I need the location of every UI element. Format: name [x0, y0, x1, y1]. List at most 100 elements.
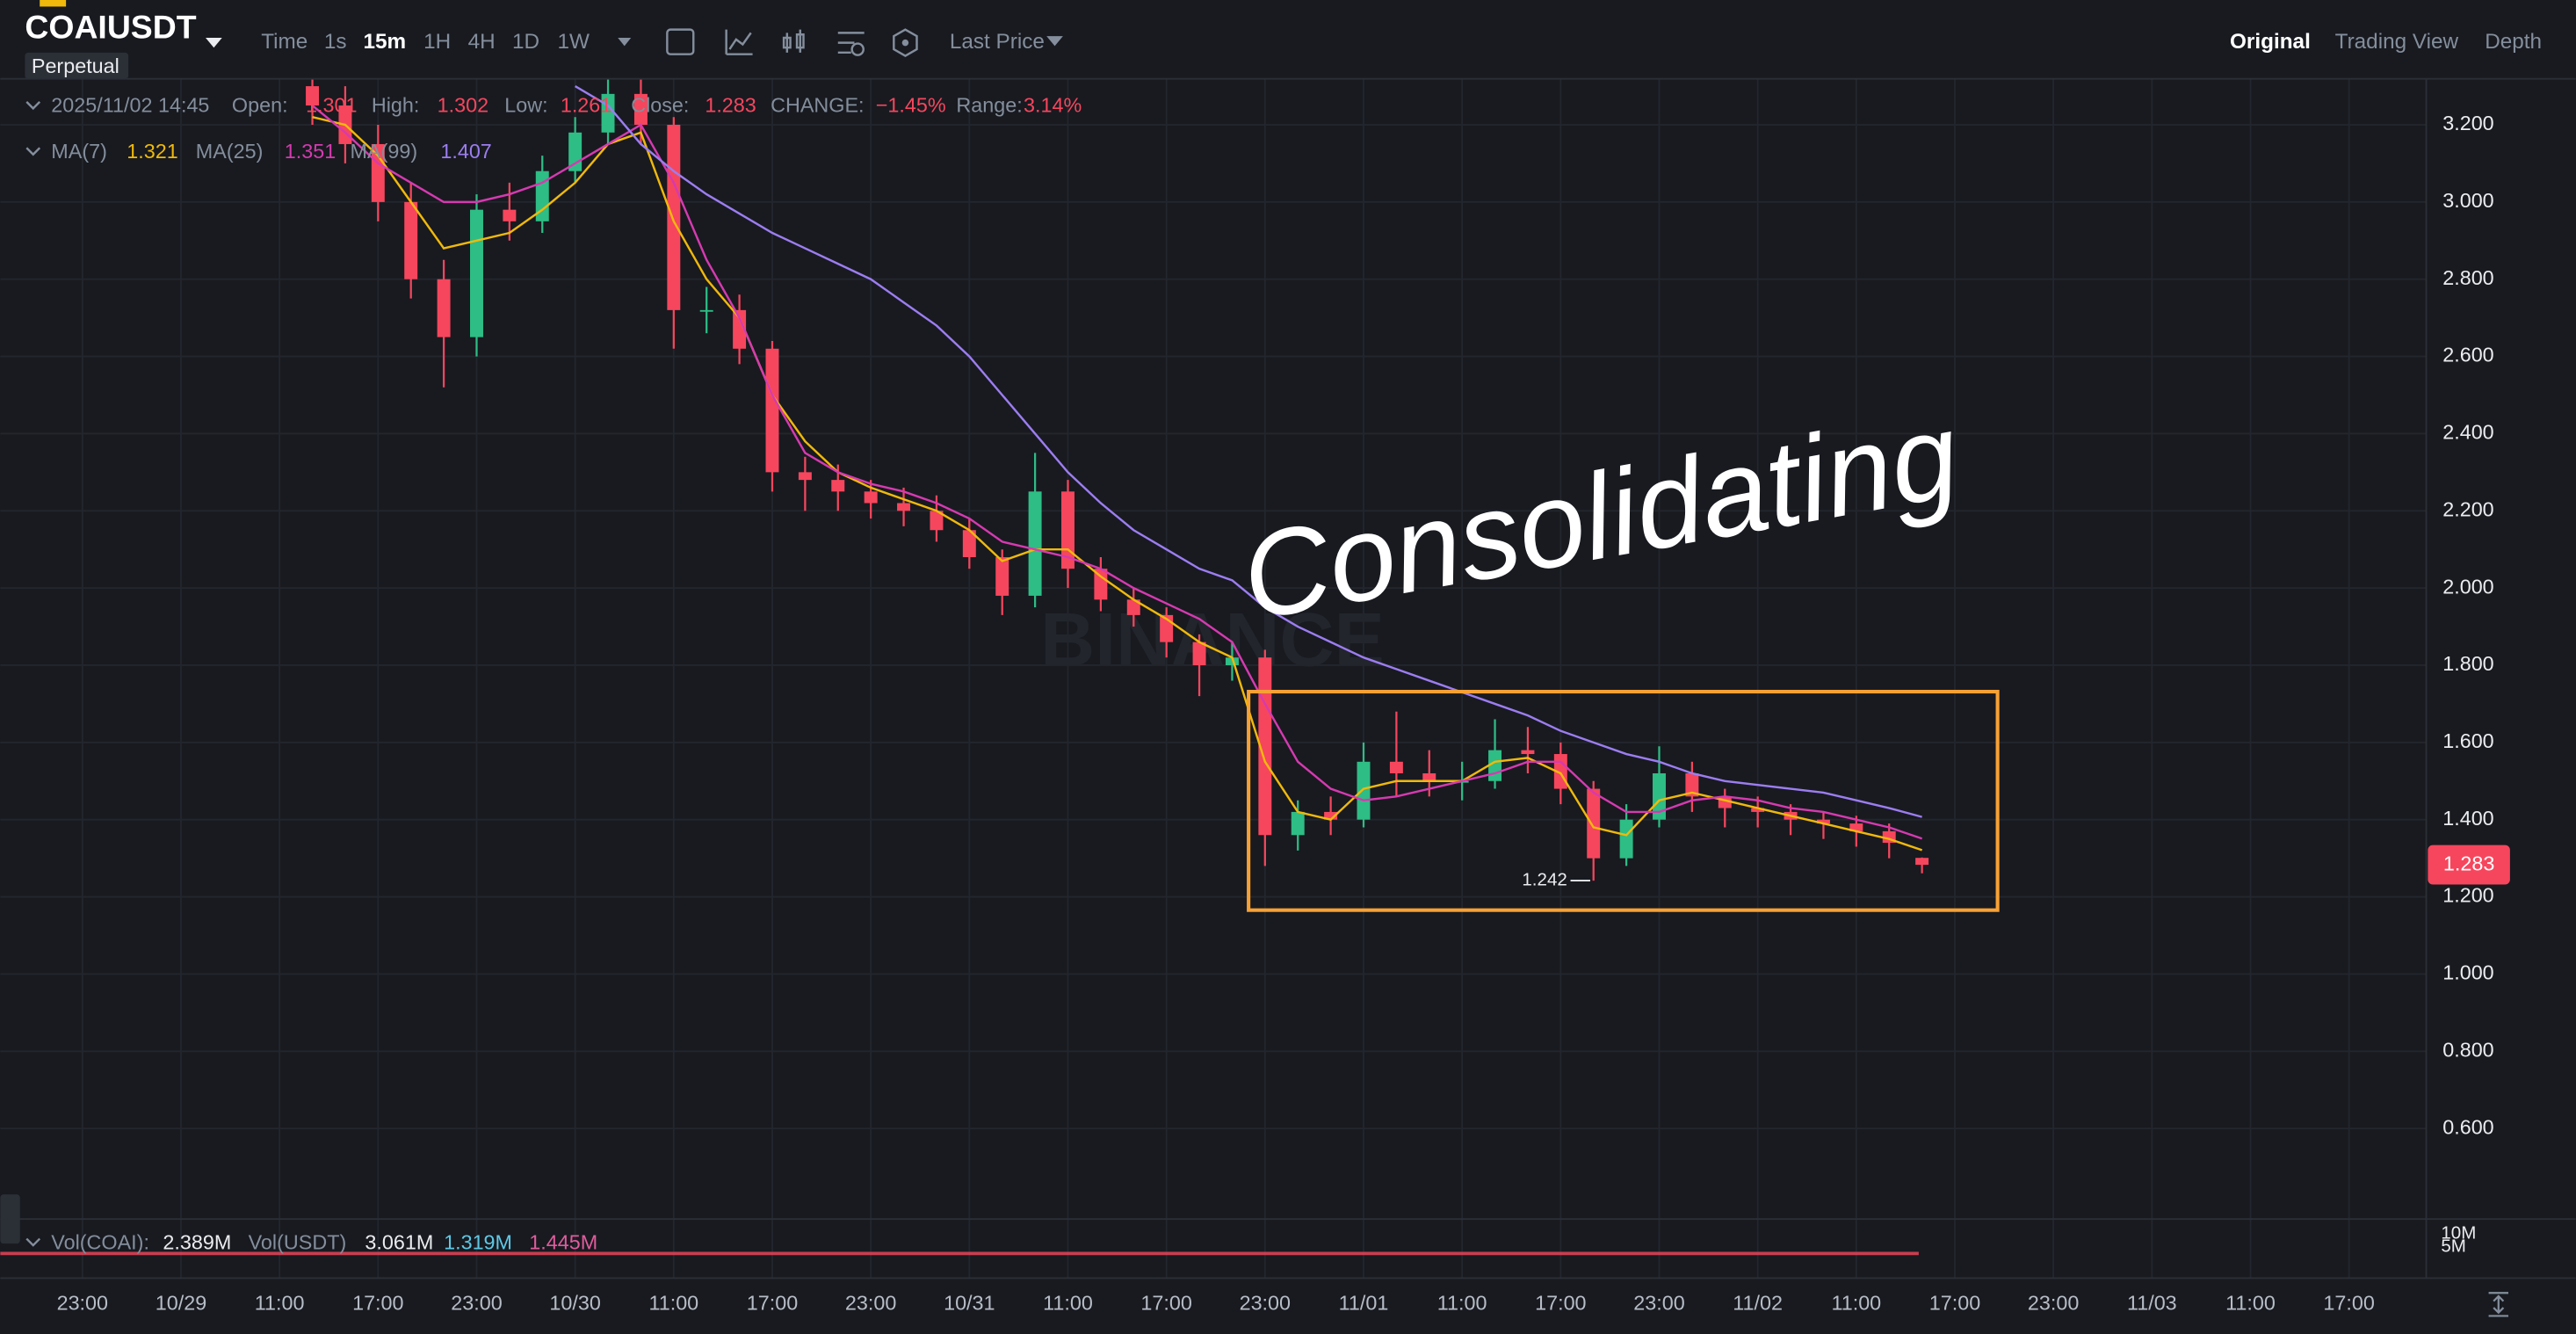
legend-label: MA(99) — [351, 140, 418, 163]
collapse-chevrons[interactable] — [25, 101, 41, 1247]
ohlc-info: 1.261 — [561, 94, 611, 117]
y-tick-label: 2.600 — [2442, 344, 2493, 366]
candle-body — [1126, 599, 1140, 615]
x-tick-label: 11:00 — [648, 1292, 698, 1315]
interval-button[interactable]: 4H — [468, 30, 496, 54]
ohlc-info: Open: — [232, 94, 288, 117]
y-tick-label: 1.400 — [2442, 807, 2493, 830]
price-type-dropdown[interactable] — [1046, 36, 1063, 47]
x-tick-label: 10/30 — [549, 1292, 600, 1315]
interval-button[interactable]: 1H — [423, 30, 451, 54]
candle-body — [437, 279, 451, 337]
legend-label: MA(7) — [51, 140, 107, 163]
candle-body — [733, 309, 747, 349]
y-tick-label: 0.800 — [2442, 1038, 2493, 1061]
volume-label: 1.445M — [529, 1230, 597, 1253]
candle-body — [1521, 750, 1535, 755]
x-tick-label: 17:00 — [2323, 1292, 2374, 1315]
interval-button[interactable]: 1D — [512, 30, 539, 54]
symbol-dropdown[interactable] — [206, 37, 222, 48]
candle-body — [1849, 823, 1863, 831]
volume-axis-label: 10M — [2441, 1222, 2476, 1243]
low-label: 1.242 — [1522, 870, 1567, 890]
annotation-box — [1247, 689, 2000, 912]
auto-scale-icon[interactable] — [2488, 1292, 2509, 1317]
candle-body — [1357, 761, 1371, 820]
view-tab[interactable]: Original — [2230, 30, 2311, 54]
candle-body — [667, 125, 681, 310]
symbol[interactable]: COAIUSDT — [25, 9, 196, 46]
drawing-icon[interactable] — [893, 28, 918, 57]
volume-label: Vol(COAI): — [51, 1230, 149, 1253]
candle-body — [1619, 819, 1633, 859]
y-tick-label: 1.000 — [2442, 961, 2493, 984]
interval-button[interactable]: Time — [261, 30, 308, 54]
candle-body — [699, 309, 713, 312]
drawing-icon-dot[interactable] — [901, 39, 909, 47]
interval-button[interactable]: 15m — [363, 30, 406, 54]
interval-dropdown[interactable] — [618, 37, 632, 47]
legend-value: 1.321 — [127, 140, 177, 163]
candle-body — [1422, 772, 1436, 781]
x-tick-label: 11/01 — [1339, 1292, 1389, 1315]
interval-button[interactable]: 1W — [558, 30, 590, 54]
ohlc-info: CHANGE: — [771, 94, 864, 117]
candle-body — [1028, 491, 1042, 596]
ohlc-info: 1.301 — [306, 94, 357, 117]
y-tick-label: 2.800 — [2442, 266, 2493, 289]
y-tick-label: 2.000 — [2442, 575, 2493, 598]
ma-line — [312, 116, 1923, 852]
x-tick-label: 23:00 — [1240, 1292, 1291, 1315]
ohlc-info: High: — [372, 94, 420, 117]
ohlc-info: Range: — [956, 94, 1022, 117]
legend-label: MA(25) — [196, 140, 264, 163]
x-tick-label: 11:00 — [255, 1292, 305, 1315]
plot-area — [306, 78, 1929, 881]
view-tab[interactable]: Depth — [2485, 30, 2542, 54]
ohlc-info: 1.302 — [438, 94, 488, 117]
side-toggle[interactable] — [0, 1194, 20, 1244]
interval-button[interactable]: 1s — [324, 30, 347, 54]
ohlc-info: Low: — [504, 94, 547, 117]
candle-body — [1915, 858, 1929, 866]
legend-value: 1.407 — [440, 140, 491, 163]
volume-label: Vol(USDT) — [249, 1230, 347, 1253]
ohlc-info: 3.14% — [1024, 94, 1082, 117]
y-tick-label: 2.200 — [2442, 497, 2493, 520]
y-tick-label: 1.200 — [2442, 884, 2493, 907]
settings-icon-dot[interactable] — [850, 42, 865, 56]
view-tab[interactable]: Trading View — [2335, 30, 2459, 54]
y-tick-label: 0.600 — [2442, 1115, 2493, 1138]
x-tick-label: 23:00 — [451, 1292, 502, 1315]
settings-icon[interactable] — [837, 32, 865, 54]
candle-body — [1816, 819, 1830, 824]
x-tick-label: 11:00 — [1831, 1292, 1881, 1315]
x-tick-label: 23:00 — [1633, 1292, 1684, 1315]
x-tick-label: 11/02 — [1733, 1292, 1783, 1315]
x-tick-label: 11/03 — [2127, 1292, 2177, 1315]
indicator-icon[interactable] — [725, 29, 753, 55]
price-tag — [2428, 845, 2510, 885]
x-tick-label: 23:00 — [845, 1292, 896, 1315]
candle-body — [831, 480, 845, 492]
candle-body — [1685, 772, 1699, 797]
chart-type-icon[interactable] — [782, 29, 805, 53]
y-tick-label: 3.200 — [2442, 112, 2493, 134]
candle-body — [306, 86, 320, 106]
candle-body — [798, 472, 812, 481]
volume-label: 2.389M — [163, 1230, 231, 1253]
candle-body — [1389, 761, 1403, 773]
candle-body — [1225, 657, 1239, 665]
contract-label: Perpetual — [32, 54, 119, 77]
y-tick-label: 1.800 — [2442, 652, 2493, 675]
candle-body — [1258, 657, 1272, 836]
x-tick-label: 10/29 — [156, 1292, 206, 1315]
price-type[interactable]: Last Price — [950, 30, 1045, 54]
candle-body — [897, 503, 911, 511]
candle-body — [1094, 569, 1108, 600]
x-tick-label: 17:00 — [1140, 1292, 1191, 1315]
calendar-icon[interactable] — [666, 28, 695, 55]
